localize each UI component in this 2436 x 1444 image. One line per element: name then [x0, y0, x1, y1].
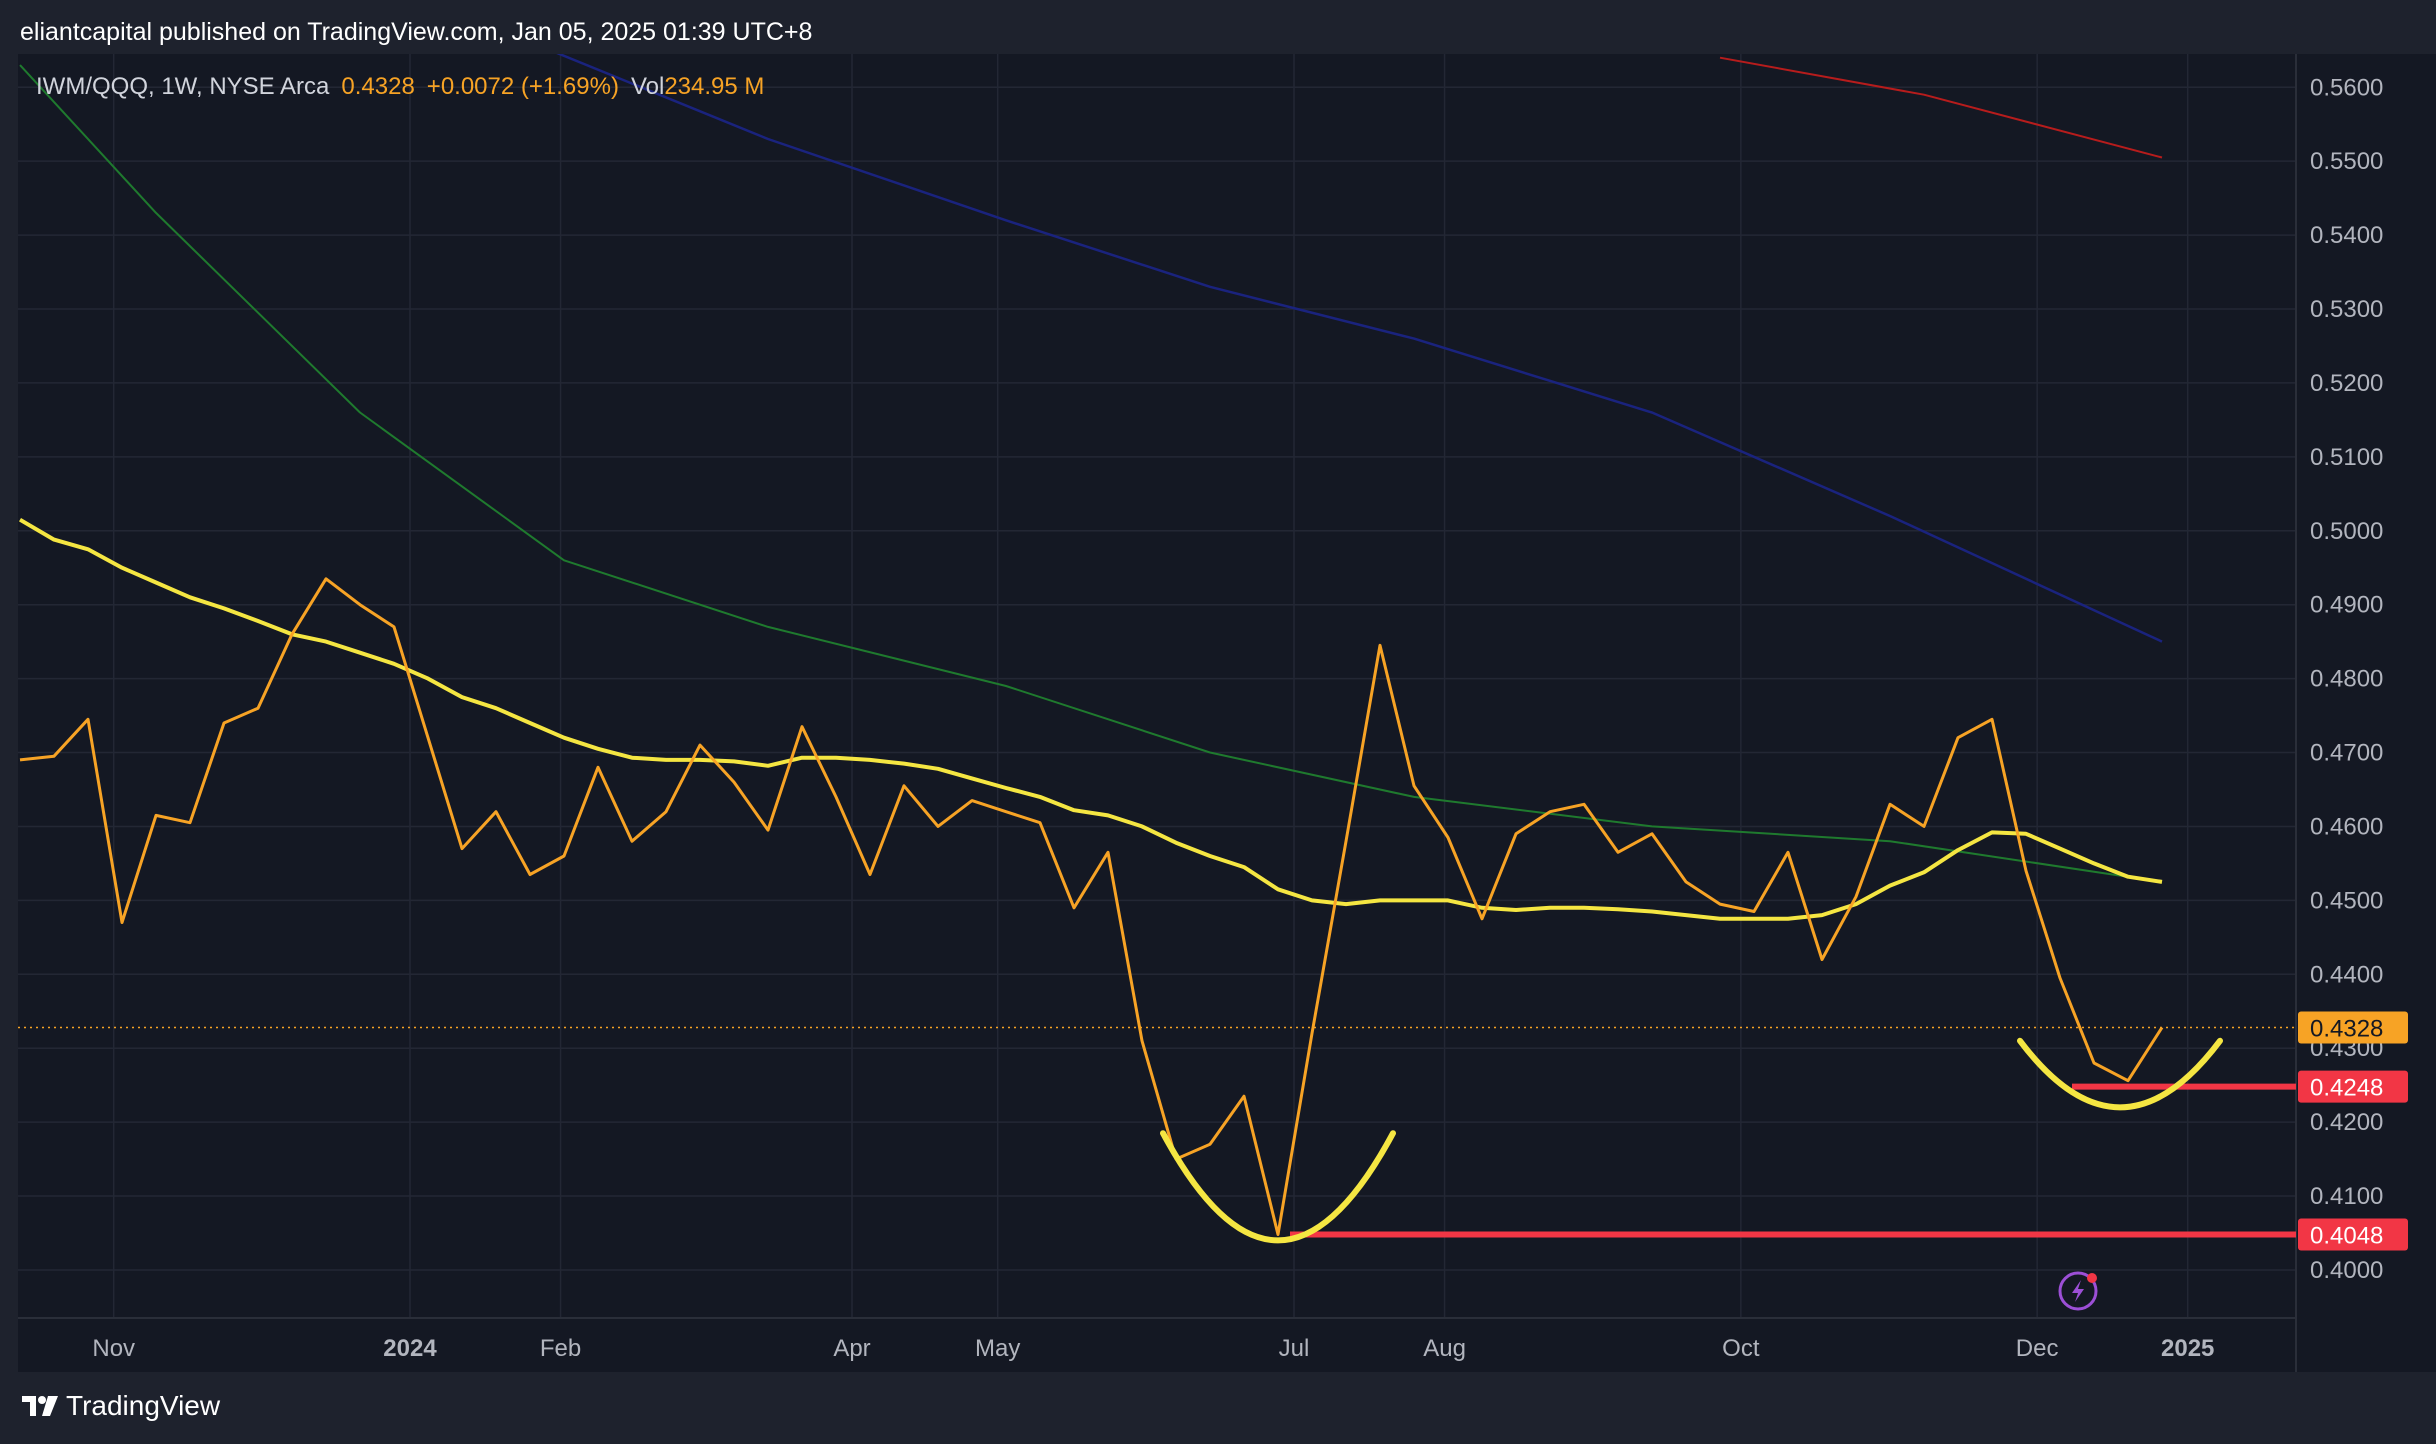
moving-average-green: [19, 64, 2163, 883]
symbol-label: IWM/QQQ, 1W, NYSE Arca: [36, 73, 330, 100]
moving-average-yellow: [18, 517, 2163, 921]
y-tick-label: 0.5500: [2310, 148, 2383, 175]
symbol-legend: IWM/QQQ, 1W, NYSE Arca 0.4328 +0.0072 (+…: [36, 73, 764, 101]
price-change: +0.0072 (+1.69%): [426, 73, 619, 100]
annotations: [1160, 1037, 2296, 1311]
volume-label: Vol: [630, 73, 665, 100]
x-tick-label: Apr: [833, 1335, 870, 1362]
last-price-value: 0.4328: [341, 73, 415, 100]
support-tag-bg: [2298, 1218, 2408, 1251]
y-tick-label: 0.5100: [2310, 444, 2383, 471]
y-axis: 0.5600 0.5500 0.5400 0.5300 0.5200 0.5100 0.50…: [2295, 54, 2436, 1372]
support-tag-label: 0.4048: [2310, 1222, 2383, 1249]
moving-average-blue: [556, 54, 2163, 643]
y-tick-label: 0.5300: [2310, 296, 2383, 323]
y-tick-label: 0.4100: [2310, 1183, 2383, 1210]
y-tick-label: 0.4200: [2310, 1109, 2383, 1136]
x-axis: Nov 2024 Feb Apr May Jul Aug Oct Dec 2025: [18, 1317, 2436, 1362]
y-tick-label: 0.4900: [2310, 592, 2383, 619]
moving-average-red: [1719, 56, 2163, 159]
top-bar: eliantcapital published on TradingView.c…: [0, 0, 2436, 54]
x-tick-label: May: [975, 1335, 1020, 1362]
price-axis-panel: [2296, 54, 2436, 1372]
y-tick-label: 0.4400: [2310, 961, 2383, 988]
plot-area[interactable]: [18, 54, 2296, 1372]
y-tick-label: 0.5000: [2310, 518, 2383, 545]
y-tick-label: 0.5400: [2310, 222, 2383, 249]
x-tick-label: Feb: [540, 1335, 581, 1362]
price-tags: 0.4248 0.4048 0.4328: [2298, 1011, 2408, 1251]
grid-lines: [18, 54, 2296, 1318]
x-tick-label: 2025: [2161, 1335, 2214, 1362]
clipped-series: [18, 54, 2164, 1236]
x-tick-label: Jul: [1279, 1335, 1310, 1362]
x-tick-label: Oct: [1722, 1335, 1760, 1362]
last-price-tag-bg: [2298, 1011, 2408, 1044]
series-lines: [18, 54, 2296, 1236]
y-tick-label: 0.4600: [2310, 813, 2383, 840]
footer-bar: [0, 1372, 2436, 1444]
x-tick-label: 2024: [383, 1335, 437, 1362]
y-tick-label: 0.5200: [2310, 370, 2383, 397]
brand-label: TradingView: [66, 1390, 221, 1421]
last-price-tag-label: 0.4328: [2310, 1016, 2383, 1043]
y-tick-label: 0.4500: [2310, 887, 2383, 914]
lightning-bolt-icon: [2072, 1280, 2084, 1302]
tradingview-brand[interactable]: TradingView: [20, 1390, 220, 1422]
support-tag-label: 0.4248: [2310, 1075, 2383, 1102]
price-line: [19, 577, 2164, 1236]
notification-dot-icon: [2087, 1273, 2097, 1283]
support-tag-bg: [2298, 1070, 2408, 1103]
y-tick-label: 0.4000: [2310, 1257, 2383, 1284]
y-tick-label: 0.5600: [2310, 74, 2383, 101]
lightning-icon: [2058, 1271, 2098, 1311]
y-tick-label: 0.4700: [2310, 740, 2383, 767]
x-tick-label: Aug: [1423, 1335, 1466, 1362]
x-tick-label: Nov: [92, 1335, 135, 1362]
tradingview-logo-icon: [22, 1396, 58, 1416]
publisher-line: eliantcapital published on TradingView.c…: [20, 18, 813, 46]
x-tick-label: Dec: [2016, 1335, 2059, 1362]
volume-value: 234.95 M: [664, 73, 765, 100]
cup-annotation: [1160, 1130, 1396, 1244]
cup-annotation: [2017, 1037, 2223, 1111]
y-tick-label: 0.4800: [2310, 666, 2383, 693]
